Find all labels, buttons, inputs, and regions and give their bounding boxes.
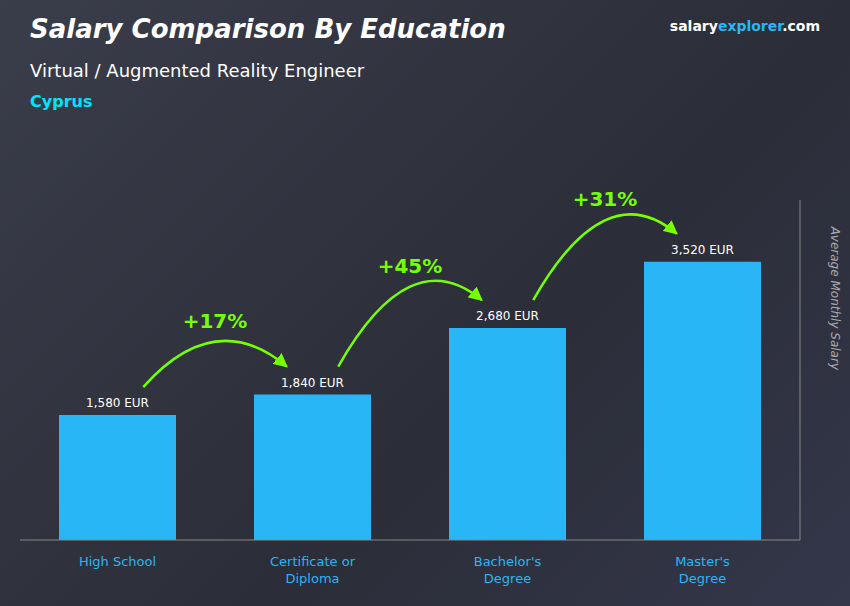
svg-text:+31%: +31% <box>573 187 638 211</box>
html-text:Virtual / Augmented Reality En: Virtual / Augmented Reality Engineer <box>30 60 365 81</box>
html-text:Salary Comparison By Education: Salary Comparison By Education <box>30 14 506 44</box>
svg-text:Certificate orDiploma: Certificate orDiploma <box>270 554 356 586</box>
svg-text:3,520 EUR: 3,520 EUR <box>671 243 734 257</box>
svg-text:Average Monthly Salary: Average Monthly Salary <box>828 226 842 371</box>
html-text:salary explorer.com: salary explorer.com <box>669 18 820 34</box>
html-text:Cyprus: Cyprus <box>30 92 93 111</box>
svg-text:Bachelor'sDegree: Bachelor'sDegree <box>474 554 542 586</box>
svg-text:+17%: +17% <box>183 309 248 333</box>
svg-text:1,840 EUR: 1,840 EUR <box>281 376 344 390</box>
svg-text:2,680 EUR: 2,680 EUR <box>476 309 539 323</box>
svg-text:High School: High School <box>79 554 156 569</box>
svg-text:+45%: +45% <box>378 254 443 278</box>
svg-text:Master'sDegree: Master'sDegree <box>675 554 730 586</box>
svg-text:1,580 EUR: 1,580 EUR <box>86 396 149 410</box>
